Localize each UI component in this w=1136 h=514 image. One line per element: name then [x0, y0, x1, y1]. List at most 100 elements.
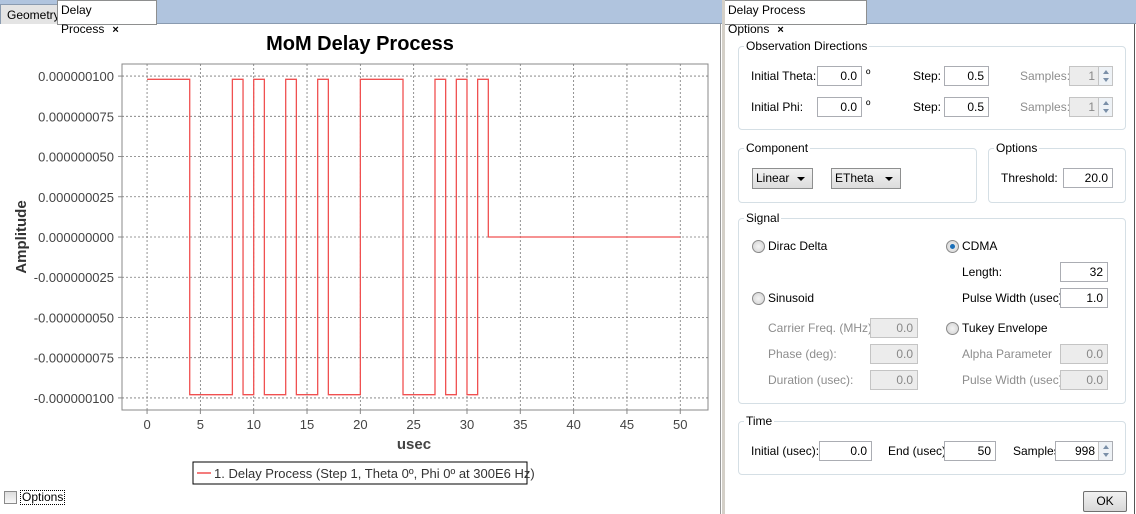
component-type-select[interactable]: Linear: [752, 168, 813, 189]
y-tick-label: -0.000000050: [34, 310, 114, 325]
x-tick-label: 0: [143, 417, 150, 432]
end-time-input[interactable]: 50: [944, 441, 996, 461]
tukey-pulse-width-input[interactable]: 0.0: [1060, 370, 1108, 390]
legend-label: 1. Delay Process (Step 1, Theta 0º, Phi …: [214, 466, 535, 481]
component-field-select[interactable]: ETheta: [831, 168, 901, 189]
y-tick-label: 0.000000050: [38, 150, 114, 165]
dirac-delta-label: Dirac Delta: [768, 239, 828, 253]
initial-time-input[interactable]: 0.0: [819, 441, 872, 461]
group-title: Options: [994, 141, 1040, 155]
initial-theta-label: Initial Theta:: [751, 69, 817, 83]
alpha-parameter-input[interactable]: 0.0: [1060, 344, 1108, 364]
threshold-input[interactable]: 20.0: [1063, 168, 1113, 188]
cdma-radio[interactable]: [946, 240, 959, 253]
initial-time-label: Initial (usec):: [751, 444, 820, 458]
threshold-label: Threshold:: [1001, 171, 1058, 185]
delay-process-chart: MoM Delay Process Amplitude usec 0 5 10 15 2…: [13, 33, 709, 485]
time-group: Time: [738, 414, 1126, 475]
series-line: [147, 78, 681, 396]
y-tick-label: -0.000000100: [34, 391, 114, 406]
splitter[interactable]: [722, 0, 725, 514]
y-tick-label: 0.000000100: [38, 69, 114, 84]
tab-label: Delay Process Options: [728, 3, 806, 36]
options-group: Options: [988, 141, 1126, 203]
sinusoid-label: Sinusoid: [768, 291, 815, 305]
x-tick-label: 40: [566, 417, 580, 432]
tukey-envelope-label: Tukey Envelope: [962, 321, 1048, 335]
length-input[interactable]: 32: [1060, 262, 1108, 282]
theta-samples-spinner[interactable]: 1: [1069, 66, 1113, 86]
duration-input[interactable]: 0.0: [870, 370, 918, 390]
tukey-pulse-width-label: Pulse Width (usec):: [962, 373, 1067, 387]
y-tick-label: -0.000000025: [34, 270, 114, 285]
x-tick-label: 25: [406, 417, 420, 432]
x-axis-label: usec: [397, 436, 431, 453]
pulse-width-input[interactable]: 1.0: [1060, 288, 1108, 308]
options-checkbox[interactable]: [4, 491, 17, 504]
x-tick-label: 45: [620, 417, 634, 432]
phi-samples-spinner[interactable]: 1: [1069, 97, 1113, 117]
carrier-freq-label: Carrier Freq. (MHz):: [768, 321, 876, 335]
degree-symbol: º: [866, 98, 871, 112]
tukey-envelope-radio[interactable]: [946, 322, 959, 335]
duration-label: Duration (usec):: [768, 373, 854, 387]
x-tick-label: 10: [246, 417, 260, 432]
close-icon[interactable]: ×: [112, 24, 119, 36]
spinner-arrows-icon[interactable]: [1098, 442, 1112, 460]
tab-delay-process[interactable]: Delay Process ×: [57, 0, 157, 36]
length-label: Length:: [962, 265, 1003, 279]
y-axis-label: Amplitude: [13, 200, 30, 273]
group-title: Component: [744, 141, 811, 155]
dirac-delta-radio[interactable]: [752, 240, 765, 253]
panel-border: [1134, 24, 1135, 514]
cdma-label: CDMA: [962, 239, 998, 253]
y-tick-label: 0.000000075: [38, 109, 114, 124]
phase-label: Phase (deg):: [768, 347, 837, 361]
signal-group: Signal: [738, 211, 1126, 404]
y-tick-label: 0.000000000: [38, 230, 114, 245]
tab-delay-process-options[interactable]: Delay Process Options ×: [725, 0, 867, 36]
carrier-freq-input[interactable]: 0.0: [870, 318, 918, 338]
tab-label: Delay Process: [61, 3, 105, 36]
theta-step-label: Step:: [913, 69, 942, 83]
end-time-label: End (usec): [888, 444, 947, 458]
ok-button[interactable]: OK: [1083, 491, 1127, 512]
select-value: Linear: [756, 171, 790, 185]
phase-input[interactable]: 0.0: [870, 344, 918, 364]
phi-step-input[interactable]: 0.5: [944, 97, 989, 117]
tab-label: Geometry: [7, 8, 60, 22]
dropdown-arrow-icon: [797, 177, 805, 181]
phi-step-label: Step:: [913, 100, 942, 114]
sinusoid-radio[interactable]: [752, 292, 765, 305]
spinner-value: 998: [1074, 444, 1095, 458]
theta-samples-label: Samples:: [1020, 69, 1071, 83]
initial-phi-input[interactable]: 0.0: [817, 97, 862, 117]
y-tick-label: -0.000000075: [34, 351, 114, 366]
group-title: Time: [744, 414, 775, 428]
x-tick-label: 30: [460, 417, 474, 432]
x-tick-label: 5: [197, 417, 204, 432]
y-tick-label: 0.000000025: [38, 190, 114, 205]
initial-phi-label: Initial Phi:: [751, 100, 804, 114]
component-group: Component: [738, 141, 977, 203]
observation-directions-group: Observation Directions: [738, 39, 1126, 130]
chart-title: MoM Delay Process: [266, 33, 454, 55]
time-samples-spinner[interactable]: 998: [1055, 441, 1113, 461]
group-title: Signal: [744, 211, 782, 225]
initial-theta-input[interactable]: 0.0: [817, 66, 862, 86]
degree-symbol: º: [866, 67, 871, 81]
x-tick-label: 50: [673, 417, 687, 432]
group-title: Observation Directions: [744, 39, 870, 53]
spinner-value: 1: [1088, 69, 1095, 83]
theta-step-input[interactable]: 0.5: [944, 66, 989, 86]
spinner-arrows-icon[interactable]: [1098, 98, 1112, 116]
phi-samples-label: Samples:: [1020, 100, 1071, 114]
spinner-arrows-icon[interactable]: [1098, 67, 1112, 85]
close-icon[interactable]: ×: [777, 24, 784, 36]
select-value: ETheta: [835, 171, 874, 185]
options-checkbox-label[interactable]: Options: [20, 490, 66, 505]
alpha-parameter-label: Alpha Parameter: [962, 347, 1053, 361]
spinner-value: 1: [1088, 100, 1095, 114]
panel-border: [720, 24, 721, 514]
x-tick-label: 15: [300, 417, 314, 432]
